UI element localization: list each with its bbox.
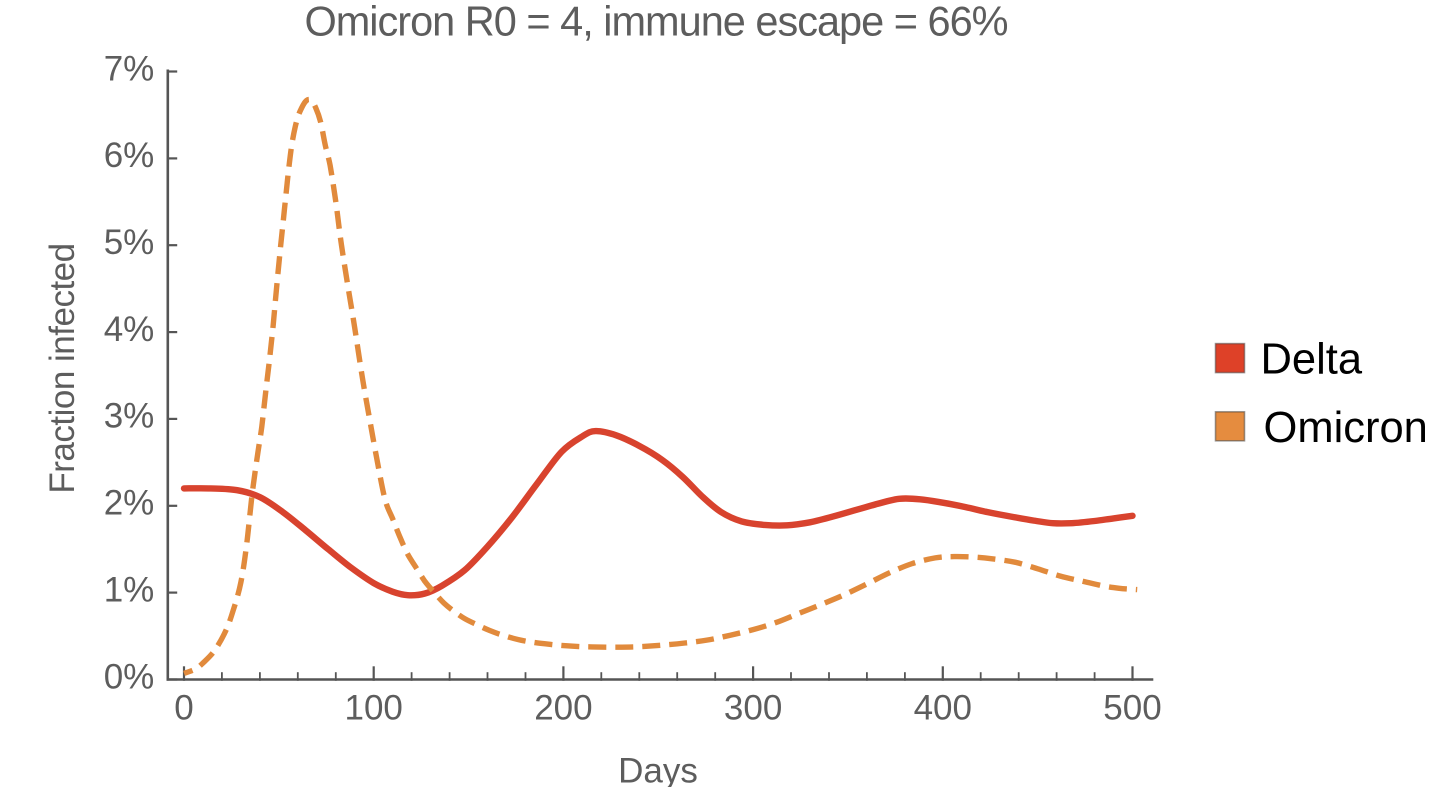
- svg-text:4%: 4%: [104, 310, 155, 349]
- svg-text:1%: 1%: [104, 570, 155, 609]
- svg-text:6%: 6%: [104, 136, 155, 175]
- svg-text:3%: 3%: [104, 397, 155, 436]
- svg-text:Fraction infected: Fraction infected: [43, 243, 82, 493]
- svg-text:400: 400: [914, 689, 972, 728]
- svg-text:0%: 0%: [104, 657, 155, 696]
- svg-text:5%: 5%: [104, 223, 155, 262]
- svg-text:300: 300: [724, 689, 782, 728]
- svg-text:Omicron: Omicron: [1264, 404, 1428, 452]
- svg-text:100: 100: [344, 689, 402, 728]
- svg-text:500: 500: [1103, 689, 1161, 728]
- svg-text:Omicron R0 = 4, immune escape: Omicron R0 = 4, immune escape = 66%: [304, 0, 1007, 44]
- svg-text:2%: 2%: [104, 484, 155, 523]
- svg-text:Delta: Delta: [1261, 336, 1363, 384]
- svg-text:7%: 7%: [104, 49, 155, 88]
- svg-text:0: 0: [174, 689, 193, 728]
- svg-text:Days: Days: [618, 752, 698, 787]
- svg-text:200: 200: [534, 689, 592, 728]
